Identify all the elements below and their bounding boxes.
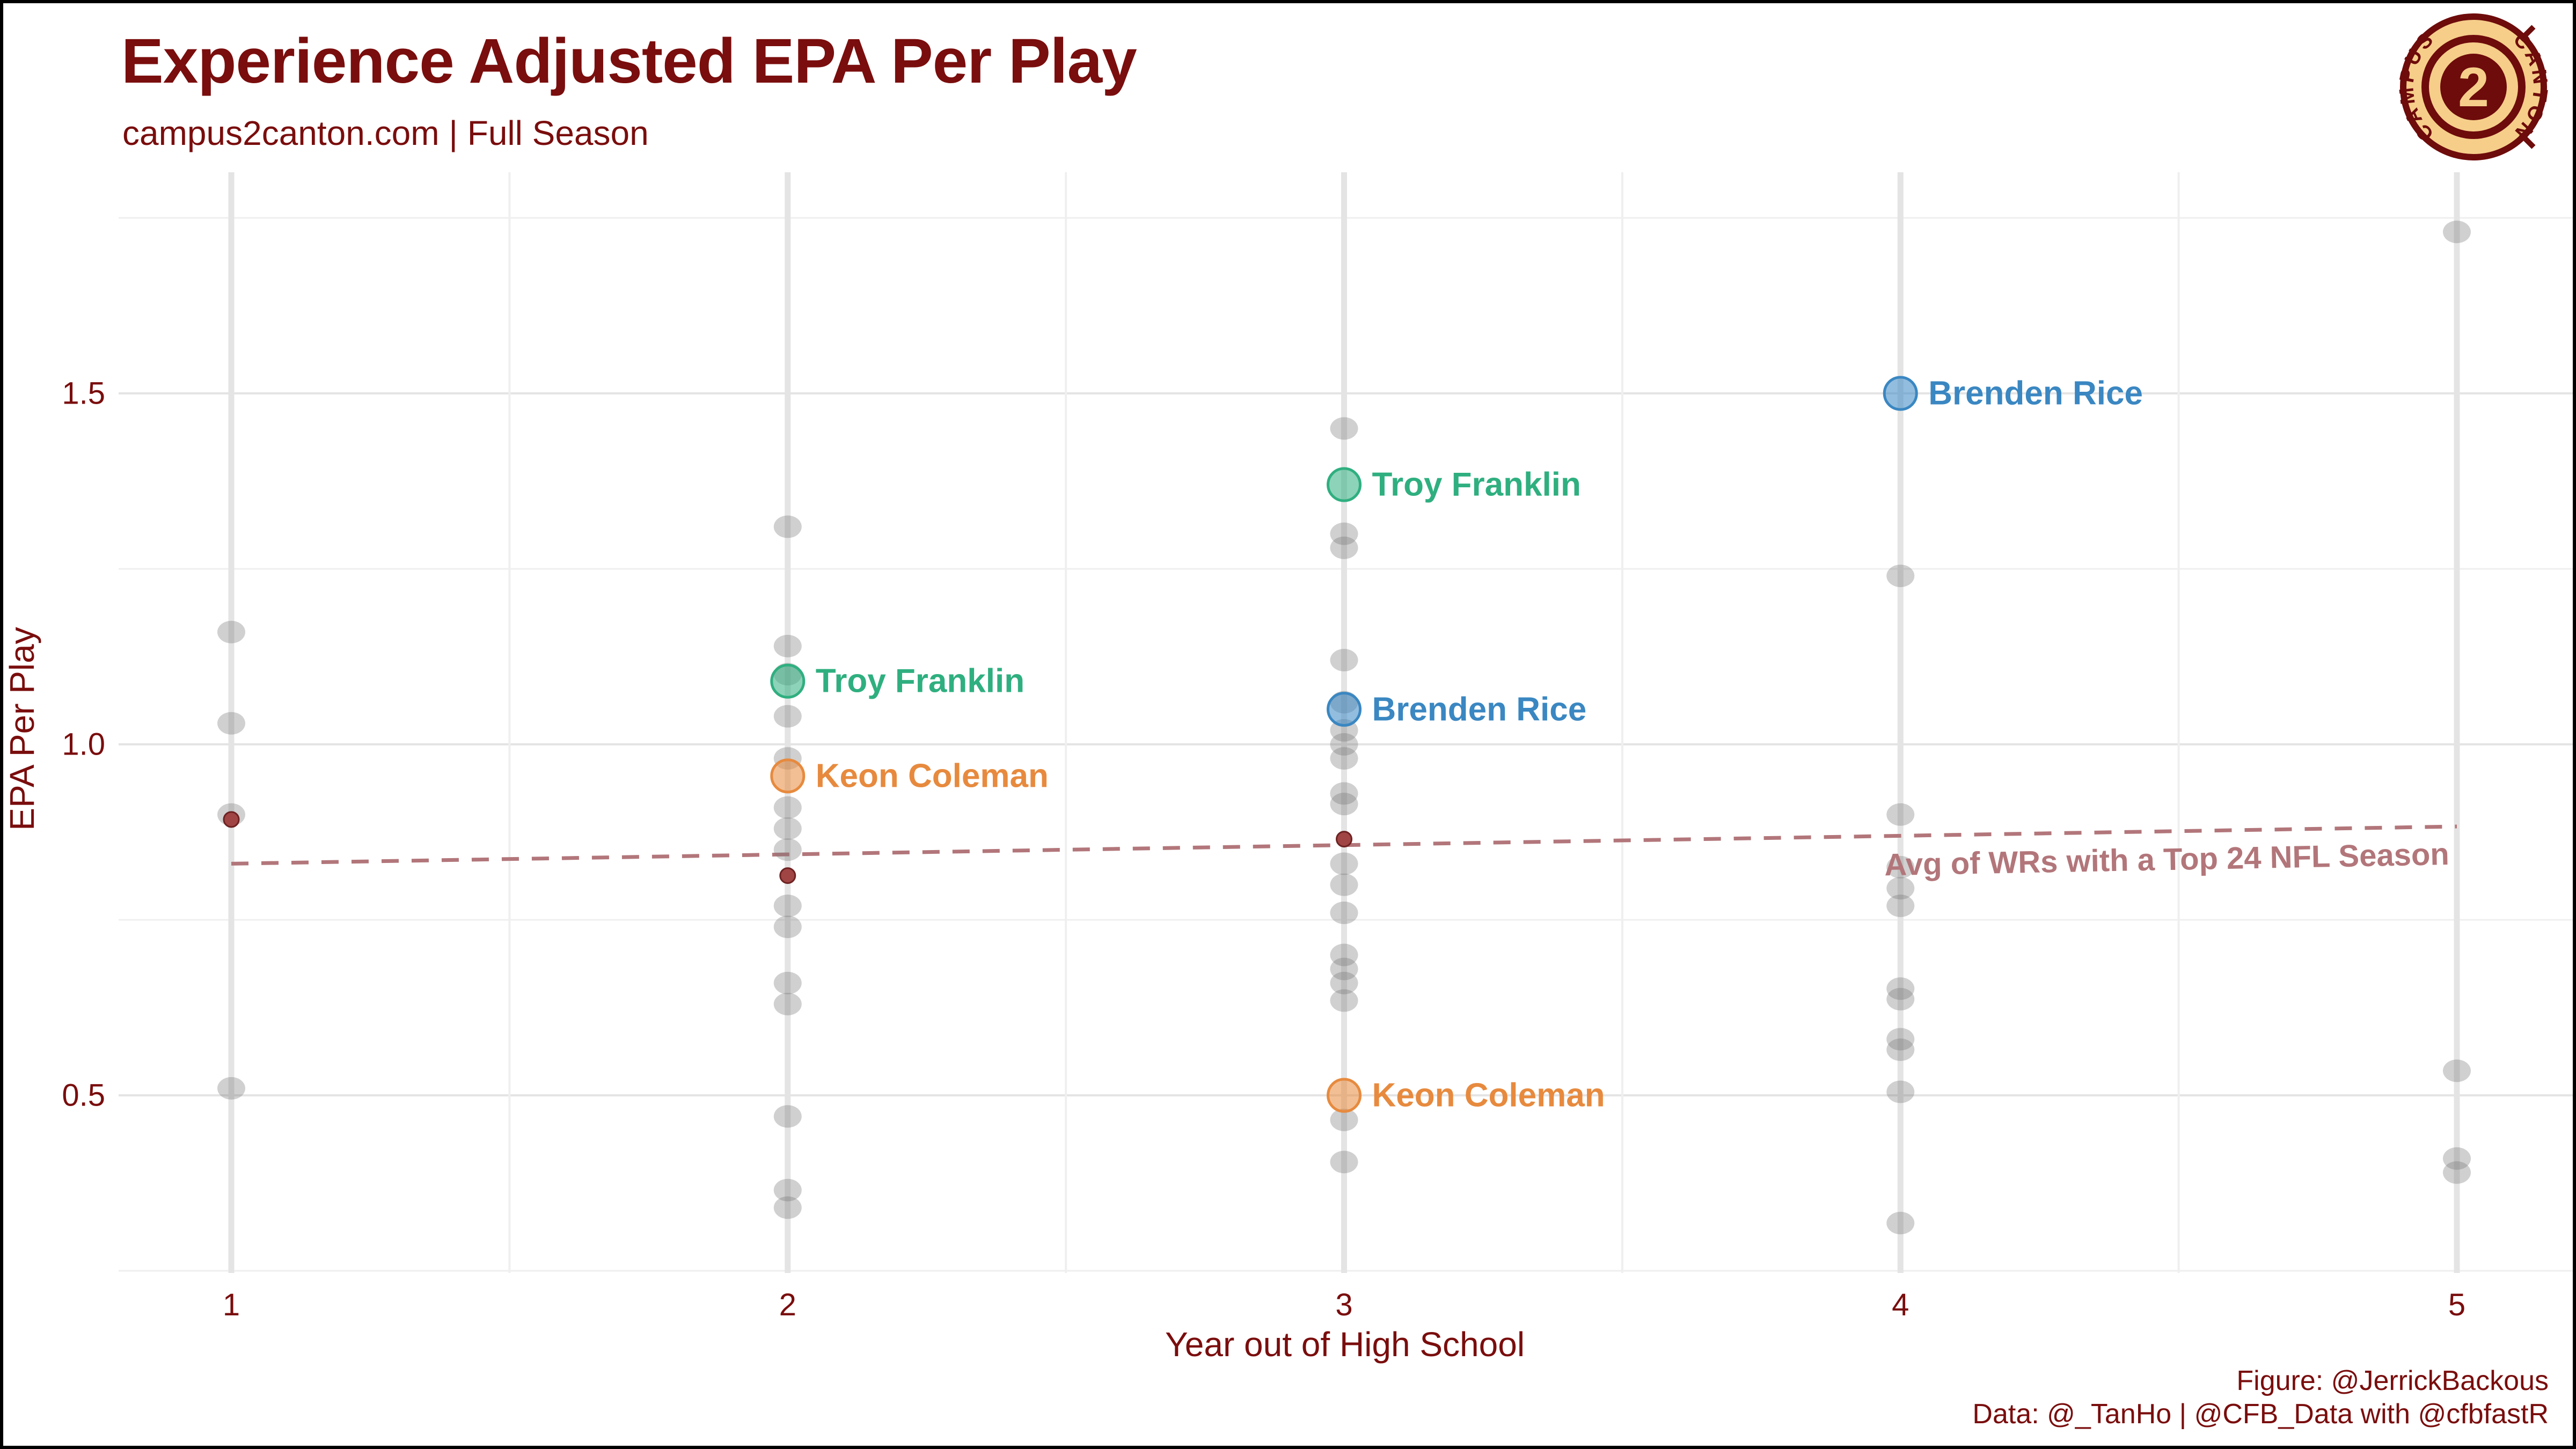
scatter-point-gray (1330, 417, 1358, 440)
scatter-point-gray (1330, 747, 1358, 770)
player-label: Brenden Rice (1928, 375, 2143, 412)
scatter-point-gray (1330, 649, 1358, 672)
scatter-point-gray (773, 838, 802, 861)
scatter-point-gray (773, 916, 802, 939)
player-label: Keon Coleman (1372, 1077, 1605, 1114)
chart-title: Experience Adjusted EPA Per Play (121, 26, 1137, 97)
scatter-point-gray (1330, 793, 1358, 816)
scatter-point-gray (1330, 852, 1358, 875)
scatter-point-avg (1336, 831, 1352, 848)
x-tick-label: 3 (1335, 1287, 1353, 1322)
chart-subtitle: campus2canton.com | Full Season (122, 114, 649, 152)
scatter-point-gray (1886, 894, 1915, 917)
scatter-point-gray (1886, 855, 1915, 879)
logo-center-2: 2 (2458, 56, 2489, 119)
scatter-point-gray (1330, 989, 1358, 1012)
scatter-point-avg (223, 811, 240, 828)
scatter-point-gray (1330, 873, 1358, 896)
scatter-point-gray (773, 634, 802, 657)
scatter-point-gray (773, 894, 802, 917)
scatter-point-gray (1330, 536, 1358, 559)
scatter-point-player (770, 758, 806, 794)
scatter-point-gray (773, 817, 802, 840)
y-tick-label: 1.0 (62, 727, 105, 762)
data-credit: Data: @_TanHo | @CFB_Data with @cfbfastR (1972, 1398, 2549, 1430)
scatter-point-gray (773, 1105, 802, 1128)
scatter-point-gray (773, 992, 802, 1015)
scatter-point-gray (1330, 943, 1358, 967)
scatter-point-gray (1330, 1151, 1358, 1174)
player-label: Troy Franklin (1372, 466, 1581, 503)
scatter-point-player (1327, 467, 1362, 502)
scatter-point-gray (2443, 1147, 2471, 1170)
scatter-point-gray (217, 1077, 245, 1100)
player-label: Troy Franklin (815, 662, 1025, 700)
y-tick-label: 0.5 (62, 1078, 105, 1113)
scatter-point-gray (773, 1196, 802, 1219)
scatter-point-avg (779, 867, 796, 884)
campus2canton-logo-icon: 2 CAMPUS CANTON (2395, 13, 2549, 160)
scatter-point-gray (773, 515, 802, 538)
scatter-point-gray (1886, 977, 1915, 1000)
x-tick-label: 1 (222, 1287, 240, 1322)
player-label: Brenden Rice (1372, 691, 1587, 728)
plot-area (119, 172, 2573, 1273)
scatter-point-gray (1886, 565, 1915, 588)
x-tick-label: 2 (779, 1287, 796, 1322)
x-tick-label: 4 (1892, 1287, 1909, 1322)
scatter-point-gray (1330, 957, 1358, 980)
scatter-point-gray (1330, 733, 1358, 756)
scatter-point-player (770, 663, 806, 699)
scatter-point-gray (773, 971, 802, 994)
scatter-point-player (1327, 692, 1362, 727)
scatter-point-gray (1886, 1038, 1915, 1061)
scatter-point-player (1883, 376, 1918, 411)
figure-credit: Figure: @JerrickBackous (2236, 1365, 2549, 1397)
scatter-point-gray (2443, 221, 2471, 244)
scatter-point-gray (773, 705, 802, 728)
credits: Figure: @JerrickBackous Data: @_TanHo | … (1972, 1365, 2549, 1431)
scatter-point-gray (1886, 803, 1915, 826)
scatter-point-gray (1886, 1080, 1915, 1103)
player-label: Keon Coleman (815, 757, 1049, 795)
scatter-point-gray (1330, 522, 1358, 545)
scatter-point-gray (1886, 1212, 1915, 1235)
scatter-point-gray (1886, 987, 1915, 1011)
scatter-point-gray (1886, 877, 1915, 900)
scatter-point-gray (217, 620, 245, 643)
scatter-point-gray (1330, 901, 1358, 924)
scatter-point-gray (773, 796, 802, 819)
scatter-point-player (1327, 1078, 1362, 1113)
y-tick-label: 1.5 (62, 376, 105, 411)
scatter-point-gray (1330, 971, 1358, 994)
scatter-point-gray (2443, 1161, 2471, 1184)
x-tick-label: 5 (2448, 1287, 2466, 1322)
scatter-point-gray (1330, 782, 1358, 805)
scatter-point-gray (1330, 1108, 1358, 1131)
scatter-point-gray (1886, 1028, 1915, 1051)
scatter-point-gray (217, 712, 245, 735)
x-axis-title: Year out of High School (1165, 1325, 1525, 1364)
scatter-point-gray (773, 1179, 802, 1202)
scatter-point-gray (2443, 1059, 2471, 1082)
